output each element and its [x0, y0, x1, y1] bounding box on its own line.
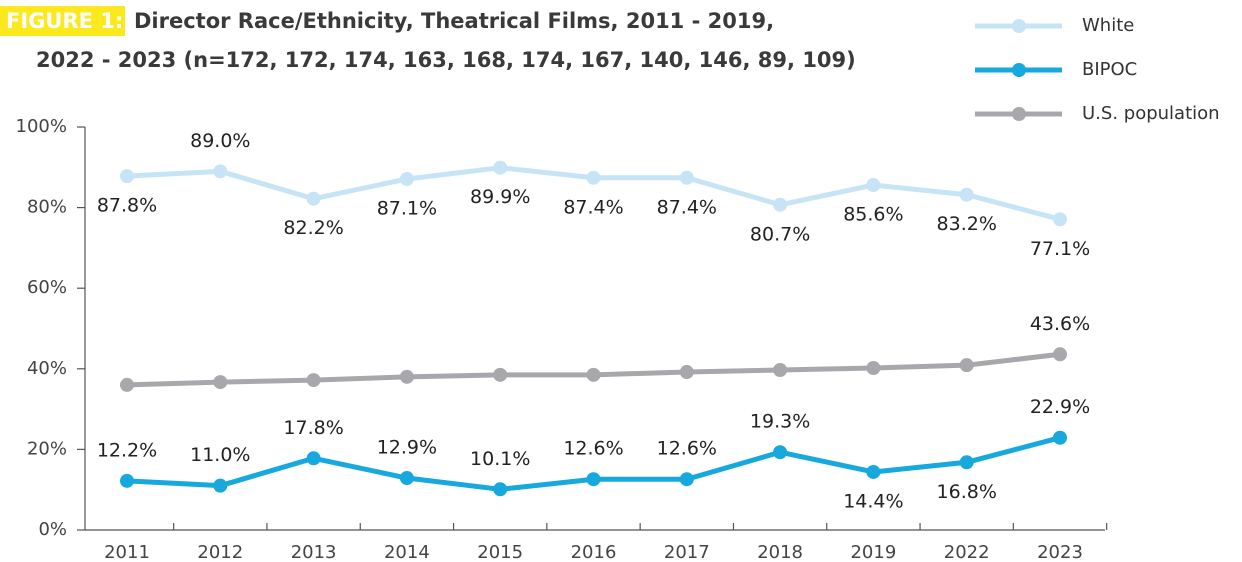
data-label: 16.8% [937, 481, 997, 503]
point [493, 482, 508, 497]
data-label: 43.6% [1030, 313, 1090, 335]
point [399, 171, 414, 186]
point [679, 472, 694, 487]
y-tick-label: 40% [27, 358, 67, 379]
data-label: 22.9% [1030, 396, 1090, 418]
data-label: 19.3% [750, 411, 810, 433]
legend-marker [1012, 63, 1026, 77]
point [493, 367, 508, 382]
x-tick-label: 2012 [197, 542, 243, 562]
legend-marker [1012, 19, 1026, 33]
point [866, 464, 881, 479]
point [213, 164, 228, 179]
point [399, 369, 414, 384]
point [120, 473, 134, 488]
point [679, 170, 694, 185]
data-label: 87.8% [97, 195, 157, 217]
point [866, 360, 881, 375]
data-label: 82.2% [283, 217, 343, 239]
data-label: 12.2% [97, 439, 157, 461]
title-highlight [0, 6, 125, 36]
x-tick-label: 2017 [664, 542, 710, 562]
y-tick-label: 100% [16, 116, 67, 137]
data-label: 10.1% [470, 448, 530, 470]
x-tick-label: 2018 [757, 542, 803, 562]
point [959, 358, 974, 373]
legend-label: White [1082, 15, 1134, 36]
point [493, 160, 508, 175]
x-tick-label: 2011 [104, 542, 150, 562]
legend-label: U.S. population [1082, 103, 1220, 124]
point [586, 472, 601, 487]
point [959, 187, 974, 202]
point [306, 373, 321, 388]
data-label: 17.8% [283, 417, 343, 439]
data-label: 12.6% [563, 438, 623, 460]
data-label: 12.9% [377, 437, 437, 459]
x-tick-label: 2019 [850, 542, 896, 562]
point [1053, 430, 1067, 445]
point [213, 375, 228, 390]
data-label: 87.4% [563, 196, 623, 218]
x-tick-label: 2022 [944, 542, 990, 562]
point [773, 445, 788, 460]
x-tick-label: 2013 [291, 542, 337, 562]
point [1053, 347, 1067, 362]
point [679, 365, 694, 380]
x-tick-label: 2016 [571, 542, 617, 562]
point [959, 455, 974, 470]
legend-marker [1012, 107, 1026, 121]
point [773, 197, 788, 212]
point [120, 169, 134, 184]
data-label: 14.4% [843, 490, 903, 512]
data-label: 87.1% [377, 197, 437, 219]
y-tick-label: 20% [27, 438, 67, 459]
point [120, 377, 134, 392]
point [399, 471, 414, 486]
point [586, 367, 601, 382]
x-tick-label: 2023 [1037, 542, 1083, 562]
point [773, 363, 788, 378]
point [586, 170, 601, 185]
chart-title: 2022 - 2023 (n=172, 172, 174, 163, 168, … [36, 48, 856, 72]
data-label: 87.4% [657, 196, 717, 218]
data-label: 11.0% [190, 444, 250, 466]
x-tick-label: 2015 [477, 542, 523, 562]
point [1053, 212, 1067, 227]
data-label: 83.2% [937, 213, 997, 235]
point [213, 478, 228, 493]
legend-label: BIPOC [1082, 59, 1137, 80]
data-label: 85.6% [843, 204, 903, 226]
title-label: FIGURE 1: [6, 9, 123, 33]
point [866, 178, 881, 193]
y-tick-label: 80% [27, 197, 67, 218]
data-label: 77.1% [1030, 238, 1090, 260]
y-tick-label: 0% [38, 519, 67, 540]
data-label: 80.7% [750, 223, 810, 245]
data-label: 89.9% [470, 186, 530, 208]
chart-title: Director Race/Ethnicity, Theatrical Film… [134, 9, 774, 33]
data-label: 12.6% [657, 438, 717, 460]
y-tick-label: 60% [27, 277, 67, 298]
x-tick-label: 2014 [384, 542, 430, 562]
point [306, 451, 321, 466]
data-label: 89.0% [190, 130, 250, 152]
point [306, 191, 321, 206]
